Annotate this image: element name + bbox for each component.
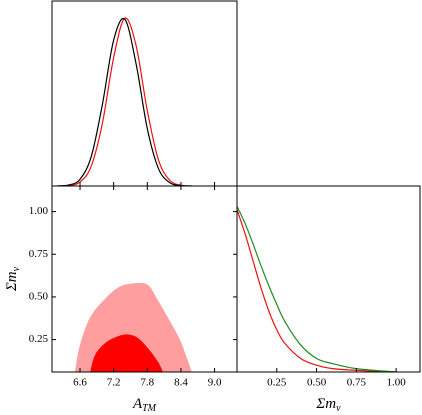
axis-label-main: Σm: [4, 271, 20, 292]
axis-label: Σmν: [4, 266, 22, 292]
x-tick-label: 9.0: [208, 377, 222, 389]
x-tick-label: 0.50: [307, 377, 327, 389]
axes-frame: [236, 185, 421, 373]
axis-label-sub: TM: [142, 403, 157, 414]
x-tick-label: 0.75: [347, 377, 367, 389]
x-tick-label: 0.25: [267, 377, 287, 389]
density-curve: [57, 17, 193, 186]
plot-area: [74, 282, 192, 372]
y-tick-label: 0.25: [29, 333, 49, 345]
x-tick-label: 7.2: [107, 377, 121, 389]
x-tick-label: 6.6: [73, 377, 87, 389]
contour-region: [90, 334, 163, 372]
density-curve: [57, 17, 193, 186]
axis-label: Σmν: [315, 396, 341, 414]
y-tick-label: 1.00: [29, 205, 49, 217]
plot-area: [57, 17, 193, 186]
axis-label-sub: ν: [336, 403, 341, 414]
plot-area: [237, 206, 397, 372]
x-tick-label: 7.8: [140, 377, 154, 389]
y-tick-label: 0.50: [29, 290, 49, 302]
x-tick-label: 8.4: [174, 377, 188, 389]
axis-label: ATM: [132, 396, 157, 414]
axis-label-main: Σm: [315, 396, 336, 412]
density-curve: [237, 209, 397, 372]
axis-label-sub: ν: [11, 266, 22, 271]
axis-label-main: A: [132, 396, 143, 412]
y-tick-label: 0.75: [29, 248, 49, 260]
x-tick-label: 1.00: [387, 377, 407, 389]
density-curve: [237, 206, 397, 372]
